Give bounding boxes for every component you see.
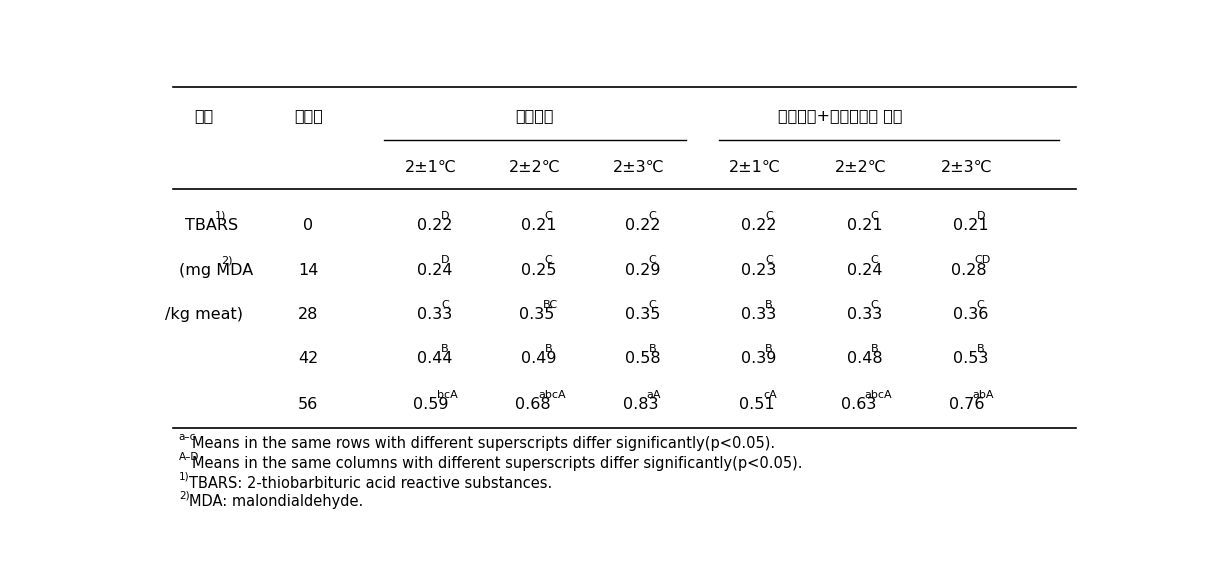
Text: 0.22: 0.22 [417, 218, 452, 233]
Text: D: D [976, 211, 985, 221]
Text: TBARS: 2-thiobarbituric acid reactive substances.: TBARS: 2-thiobarbituric acid reactive su… [189, 476, 552, 491]
Text: 0.33: 0.33 [417, 307, 452, 322]
Text: 2±3℃: 2±3℃ [941, 159, 992, 174]
Text: C: C [545, 255, 552, 265]
Text: 0.29: 0.29 [625, 263, 661, 278]
Text: C: C [976, 299, 985, 310]
Text: B: B [766, 299, 773, 310]
Text: 0.58: 0.58 [625, 351, 661, 366]
Text: 0.49: 0.49 [521, 351, 556, 366]
Text: abcA: abcA [864, 390, 892, 400]
Text: 14: 14 [299, 263, 318, 278]
Text: 0.39: 0.39 [741, 351, 777, 366]
Text: 2±3℃: 2±3℃ [613, 159, 664, 174]
Text: bcA: bcA [436, 390, 457, 400]
Text: 0.24: 0.24 [847, 263, 883, 278]
Text: B: B [649, 344, 656, 354]
Text: C: C [766, 211, 773, 221]
Text: aA: aA [647, 390, 661, 400]
Text: 0.25: 0.25 [521, 263, 556, 278]
Text: 2±1℃: 2±1℃ [405, 159, 457, 174]
Text: C: C [649, 299, 657, 310]
Text: 0.59: 0.59 [413, 397, 449, 412]
Text: 1): 1) [179, 471, 189, 482]
Text: 저장일: 저장일 [294, 108, 323, 123]
Text: 0.35: 0.35 [625, 307, 661, 322]
Text: 항목: 항목 [195, 108, 215, 123]
Text: 2): 2) [221, 255, 233, 265]
Text: 0.76: 0.76 [948, 397, 984, 412]
Text: 56: 56 [299, 397, 318, 412]
Text: 0.21: 0.21 [521, 218, 557, 233]
Text: 0.51: 0.51 [739, 397, 774, 412]
Text: B: B [870, 344, 879, 354]
Text: abA: abA [973, 390, 993, 400]
Text: D: D [441, 255, 450, 265]
Text: 0.24: 0.24 [417, 263, 452, 278]
Text: 1): 1) [215, 211, 227, 221]
Text: 0.33: 0.33 [741, 307, 777, 322]
Text: C: C [766, 255, 773, 265]
Text: 0.28: 0.28 [951, 263, 986, 278]
Text: 0.48: 0.48 [847, 351, 883, 366]
Text: C: C [649, 255, 657, 265]
Text: C: C [441, 299, 449, 310]
Text: 2): 2) [179, 490, 189, 500]
Text: 0.21: 0.21 [953, 218, 989, 233]
Text: A–D: A–D [179, 452, 199, 462]
Text: 0.35: 0.35 [519, 307, 555, 322]
Text: Means in the same rows with different superscripts differ significantly(p<0.05).: Means in the same rows with different su… [193, 436, 775, 451]
Text: abcA: abcA [539, 390, 567, 400]
Text: 0.36: 0.36 [953, 307, 989, 322]
Text: 42: 42 [299, 351, 318, 366]
Text: D: D [441, 211, 450, 221]
Text: cA: cA [763, 390, 777, 400]
Text: 28: 28 [299, 307, 318, 322]
Text: (mg MDA: (mg MDA [179, 263, 254, 278]
Text: 0.68: 0.68 [514, 397, 550, 412]
Text: 진공포장: 진공포장 [516, 108, 555, 123]
Text: BC: BC [542, 299, 558, 310]
Text: C: C [870, 299, 879, 310]
Text: 0.63: 0.63 [841, 397, 876, 412]
Text: 2±2℃: 2±2℃ [835, 159, 886, 174]
Text: C: C [545, 211, 552, 221]
Text: C: C [870, 255, 879, 265]
Text: 0.22: 0.22 [741, 218, 777, 233]
Text: a–c: a–c [179, 432, 196, 441]
Text: 0.22: 0.22 [625, 218, 661, 233]
Text: 0.21: 0.21 [847, 218, 883, 233]
Text: 2±1℃: 2±1℃ [729, 159, 781, 174]
Text: /kg meat): /kg meat) [166, 307, 244, 322]
Text: Means in the same columns with different superscripts differ significantly(p<0.0: Means in the same columns with different… [193, 456, 803, 471]
Text: 0.44: 0.44 [417, 351, 452, 366]
Text: C: C [649, 211, 657, 221]
Text: 0.33: 0.33 [847, 307, 883, 322]
Text: B: B [976, 344, 984, 354]
Text: 0.53: 0.53 [953, 351, 989, 366]
Text: MDA: malondialdehyde.: MDA: malondialdehyde. [189, 494, 363, 509]
Text: 0.23: 0.23 [741, 263, 777, 278]
Text: B: B [766, 344, 773, 354]
Text: 0: 0 [304, 218, 313, 233]
Text: B: B [545, 344, 552, 354]
Text: 2±2℃: 2±2℃ [510, 159, 561, 174]
Text: B: B [441, 344, 449, 354]
Text: 0.83: 0.83 [623, 397, 658, 412]
Text: 진공포장+골판지박스 포장: 진공포장+골판지박스 포장 [778, 108, 902, 123]
Text: TBARS: TBARS [185, 218, 239, 233]
Text: CD: CD [974, 255, 991, 265]
Text: C: C [870, 211, 879, 221]
